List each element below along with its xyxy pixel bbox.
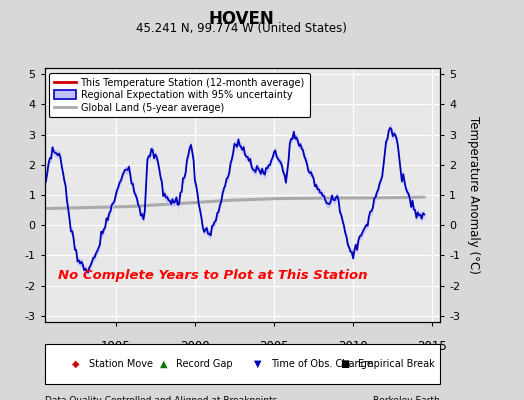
Text: Time of Obs. Change: Time of Obs. Change bbox=[271, 359, 373, 369]
Text: ■: ■ bbox=[341, 359, 350, 369]
Text: ◆: ◆ bbox=[72, 359, 80, 369]
Text: Station Move: Station Move bbox=[89, 359, 154, 369]
Text: 2010: 2010 bbox=[339, 340, 368, 353]
Y-axis label: Temperature Anomaly (°C): Temperature Anomaly (°C) bbox=[467, 116, 481, 274]
Legend: This Temperature Station (12-month average), Regional Expectation with 95% uncer: This Temperature Station (12-month avera… bbox=[49, 73, 310, 118]
Text: HOVEN: HOVEN bbox=[208, 10, 274, 28]
Text: 45.241 N, 99.774 W (United States): 45.241 N, 99.774 W (United States) bbox=[136, 22, 346, 35]
Text: ▼: ▼ bbox=[255, 359, 262, 369]
Text: ▲: ▲ bbox=[159, 359, 167, 369]
Text: Empirical Break: Empirical Break bbox=[358, 359, 435, 369]
Text: 2015: 2015 bbox=[418, 340, 447, 353]
Text: Berkeley Earth: Berkeley Earth bbox=[374, 396, 440, 400]
Text: 1995: 1995 bbox=[101, 340, 130, 353]
Text: No Complete Years to Plot at This Station: No Complete Years to Plot at This Statio… bbox=[58, 269, 368, 282]
Text: 2005: 2005 bbox=[259, 340, 289, 353]
Text: Record Gap: Record Gap bbox=[176, 359, 233, 369]
Text: Data Quality Controlled and Aligned at Breakpoints: Data Quality Controlled and Aligned at B… bbox=[45, 396, 277, 400]
Text: 2000: 2000 bbox=[180, 340, 210, 353]
